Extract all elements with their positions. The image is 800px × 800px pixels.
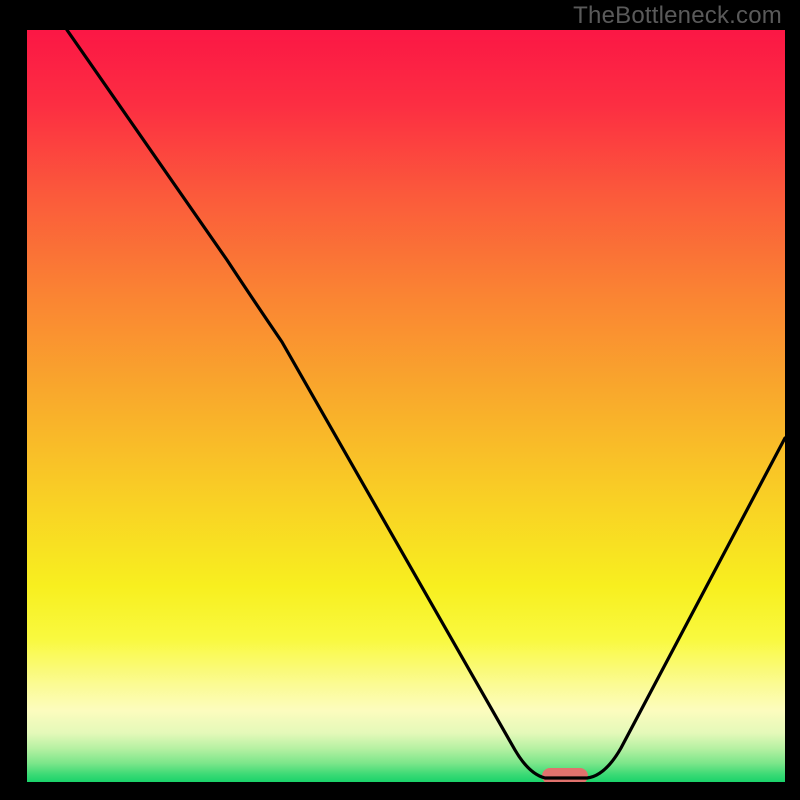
optimum-marker: [542, 768, 588, 782]
chart-frame: TheBottleneck.com: [0, 0, 800, 800]
plot-area: [27, 30, 785, 782]
gradient-background: [27, 30, 785, 782]
watermark-text: TheBottleneck.com: [573, 2, 782, 30]
plot-svg: [27, 30, 785, 782]
